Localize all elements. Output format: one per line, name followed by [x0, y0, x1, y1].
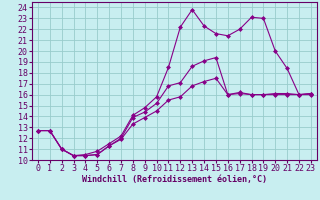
- X-axis label: Windchill (Refroidissement éolien,°C): Windchill (Refroidissement éolien,°C): [82, 175, 267, 184]
